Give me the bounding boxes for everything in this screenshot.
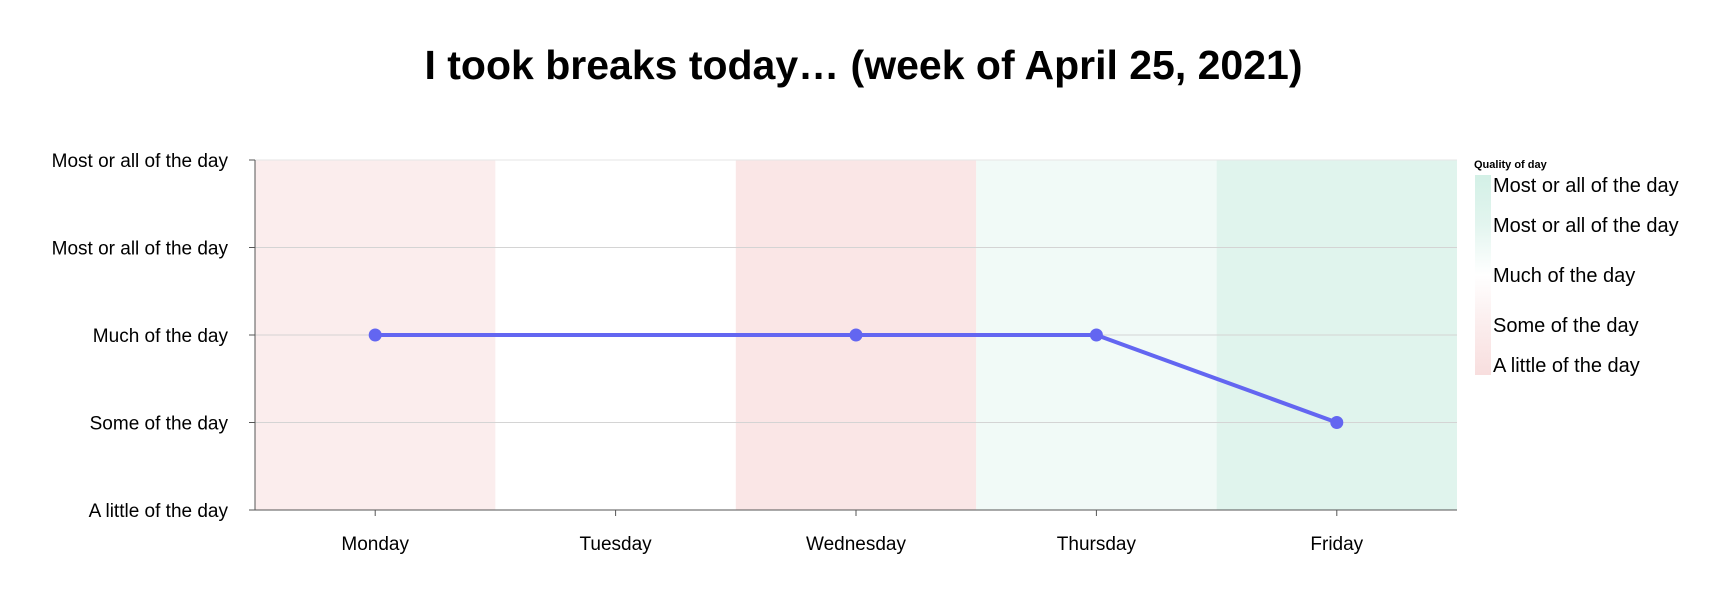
y-tick-label: A little of the day — [89, 501, 229, 522]
legend-label: Much of the day — [1493, 265, 1635, 287]
data-point — [368, 328, 382, 342]
y-tick-label: Most or all of the day — [52, 151, 229, 172]
y-ticks: A little of the day Some of the day Much o… — [52, 151, 255, 522]
data-point — [1089, 328, 1103, 342]
legend-label: Most or all of the day — [1493, 215, 1679, 237]
legend-colorbar — [1475, 175, 1491, 375]
y-tick-label: Much of the day — [93, 326, 229, 347]
data-point — [1330, 416, 1344, 429]
x-tick-label: Friday — [1310, 534, 1363, 555]
legend-label: A little of the day — [1493, 355, 1640, 377]
x-tick-label: Tuesday — [580, 534, 653, 555]
legend-label: Some of the day — [1493, 315, 1639, 337]
y-tick-label: Some of the day — [90, 414, 229, 435]
legend-title: Quality of day — [1474, 159, 1548, 171]
legend: Quality of day Most or all of the day Most… — [1474, 159, 1679, 377]
data-point — [849, 328, 863, 342]
y-tick-label: Most or all of the day — [52, 239, 229, 260]
x-tick-label: Monday — [341, 534, 409, 555]
chart-title: I took breaks today… (week of April 25, … — [424, 42, 1303, 88]
x-ticks: Monday Tuesday Wednesday Thursday Friday — [341, 510, 1364, 555]
x-tick-label: Thursday — [1057, 534, 1137, 555]
series-line — [375, 333, 1338, 425]
x-tick-label: Wednesday — [806, 534, 906, 555]
legend-label: Most or all of the day — [1493, 175, 1679, 197]
series-layer — [368, 328, 1344, 429]
